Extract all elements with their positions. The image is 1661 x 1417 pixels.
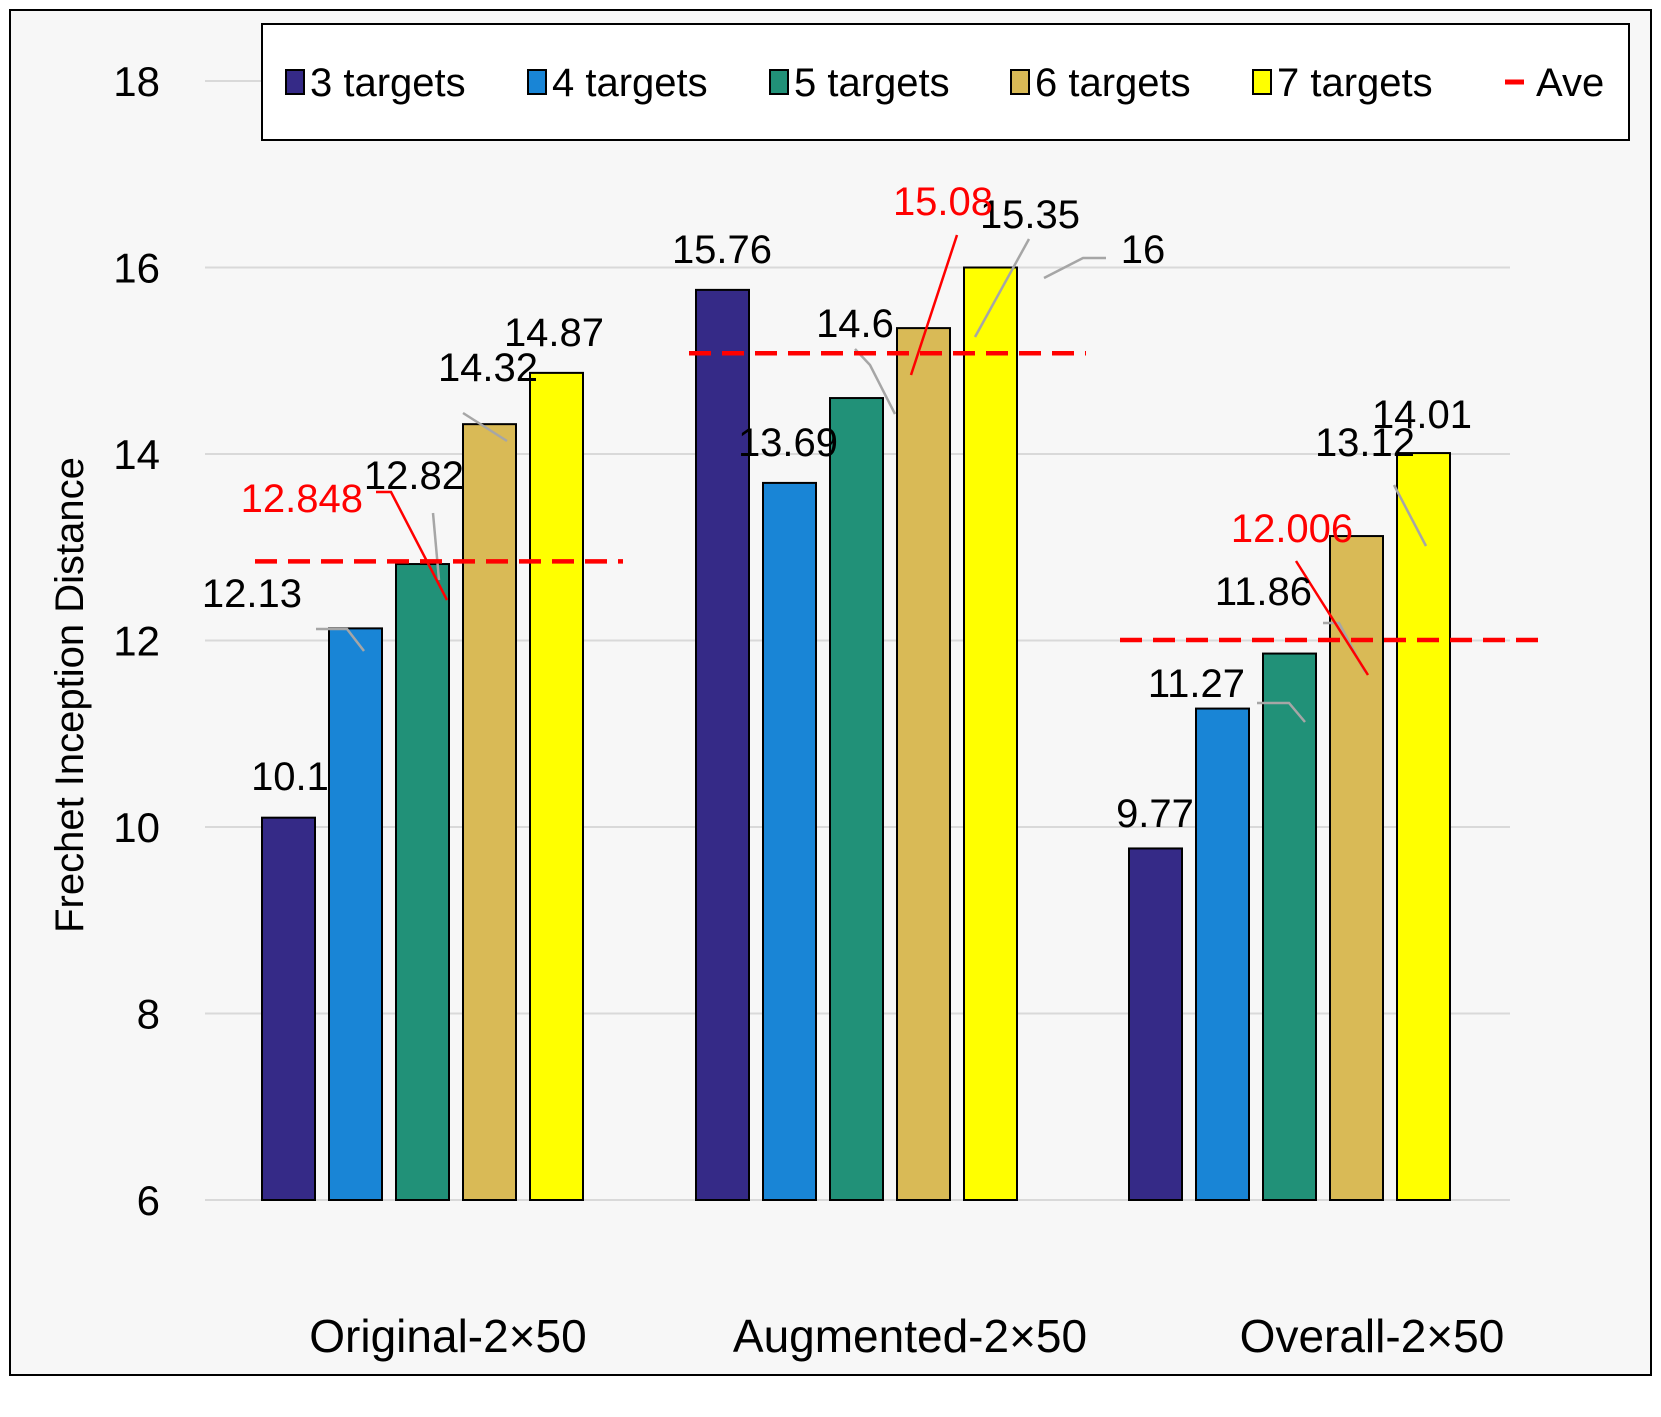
bar-3-targets-augmented-2-50 bbox=[695, 288, 750, 1201]
bar-7-targets-original-2-50 bbox=[529, 371, 584, 1201]
average-pointer-overall-2-50 bbox=[1294, 560, 1370, 676]
bar-6-targets-augmented-2-50 bbox=[896, 327, 951, 1201]
bar-3-targets-overall-2-50 bbox=[1128, 847, 1183, 1201]
data-label-5-targets-original-2-50: 12.82 bbox=[364, 454, 464, 498]
data-label-3-targets-overall-2-50: 9.77 bbox=[1116, 792, 1194, 836]
data-label-5-targets-overall-2-50: 11.86 bbox=[1215, 570, 1312, 614]
y-tick-label: 10 bbox=[113, 804, 160, 851]
data-label-6-targets-overall-2-50: 13.12 bbox=[1315, 421, 1415, 465]
legend-swatch-6-targets bbox=[1010, 69, 1030, 95]
y-tick-label: 18 bbox=[113, 58, 160, 105]
legend-box bbox=[261, 23, 1630, 141]
bar-7-targets-overall-2-50 bbox=[1396, 452, 1451, 1201]
leader-line-5-targets-original-2-50 bbox=[431, 512, 441, 581]
leader-line-6-targets-original-2-50 bbox=[462, 411, 508, 443]
bar-3-targets-original-2-50 bbox=[261, 816, 316, 1201]
bar-4-targets-overall-2-50 bbox=[1195, 707, 1250, 1201]
data-label-7-targets-original-2-50: 14.87 bbox=[504, 311, 604, 355]
legend-label-ave: Ave bbox=[1536, 61, 1604, 105]
legend-label-4-targets: 4 targets bbox=[552, 61, 708, 105]
data-label-7-targets-overall-2-50: 14.01 bbox=[1372, 393, 1472, 437]
data-label-4-targets-augmented-2-50: 13.69 bbox=[738, 421, 838, 465]
average-lines bbox=[255, 234, 1544, 676]
leader-line-6-targets-augmented-2-50 bbox=[973, 238, 1031, 338]
y-tick-label: 12 bbox=[113, 618, 160, 665]
average-label-original-2-50: 12.848 bbox=[241, 477, 363, 521]
data-label-5-targets-augmented-2-50: 14.6 bbox=[816, 302, 894, 346]
legend-swatch-3-targets bbox=[285, 69, 305, 95]
average-pointer-original-2-50 bbox=[376, 490, 449, 601]
average-label-overall-2-50: 12.006 bbox=[1231, 507, 1353, 551]
y-tick-label: 8 bbox=[137, 991, 160, 1038]
legend: 3 targets 4 targets 5 targets 6 targets 7 ta… bbox=[261, 23, 1630, 141]
average-label-augmented-2-50: 15.08 bbox=[893, 180, 993, 224]
bar-5-targets-augmented-2-50 bbox=[829, 397, 884, 1201]
leader-line-4-targets-original-2-50 bbox=[316, 627, 365, 652]
legend-label-3-targets: 3 targets bbox=[310, 61, 466, 105]
legend-swatch-7-targets bbox=[1252, 69, 1272, 95]
bar-5-targets-overall-2-50 bbox=[1262, 652, 1317, 1201]
bar-5-targets-original-2-50 bbox=[395, 563, 450, 1201]
data-label-3-targets-original-2-50: 10.1 bbox=[251, 755, 329, 799]
x-category-label: Overall-2×50 bbox=[1240, 1310, 1505, 1362]
y-tick-label: 6 bbox=[137, 1177, 160, 1224]
bar-6-targets-overall-2-50 bbox=[1329, 535, 1384, 1201]
x-category-label: Original-2×50 bbox=[309, 1310, 586, 1362]
bar-7-targets-augmented-2-50 bbox=[963, 266, 1018, 1201]
bar-4-targets-original-2-50 bbox=[328, 627, 383, 1201]
y-tick-label: 14 bbox=[113, 431, 160, 478]
leader-line-4-targets-overall-2-50 bbox=[1257, 701, 1306, 723]
data-label-4-targets-overall-2-50: 11.27 bbox=[1148, 662, 1245, 706]
y-axis-ticks: 6 8 10 12 14 16 18 bbox=[113, 58, 160, 1224]
data-label-4-targets-original-2-50: 12.13 bbox=[202, 572, 302, 616]
data-label-6-targets-original-2-50: 14.32 bbox=[438, 346, 538, 390]
y-axis-label: Frechet Inception Distance bbox=[48, 457, 92, 933]
y-tick-label: 16 bbox=[113, 245, 160, 292]
data-label-7-targets-augmented-2-50: 16 bbox=[1121, 228, 1166, 272]
leader-line-6-targets-overall-2-50 bbox=[1392, 484, 1428, 547]
bars bbox=[261, 266, 1451, 1202]
legend-label-5-targets: 5 targets bbox=[794, 61, 950, 105]
bar-4-targets-augmented-2-50 bbox=[762, 481, 817, 1202]
average-pointer-augmented-2-50 bbox=[909, 234, 959, 376]
data-label-6-targets-augmented-2-50: 15.35 bbox=[980, 193, 1080, 237]
legend-label-6-targets: 6 targets bbox=[1035, 61, 1191, 105]
x-axis-categories: Original-2×50 Augmented-2×50 Overall-2×50 bbox=[309, 1310, 1504, 1362]
legend-label-7-targets: 7 targets bbox=[1277, 61, 1433, 105]
legend-swatch-5-targets bbox=[769, 69, 789, 95]
leader-line-7-targets-augmented-2-50 bbox=[1043, 256, 1106, 280]
bar-6-targets-original-2-50 bbox=[462, 423, 517, 1202]
legend-swatch-4-targets bbox=[527, 69, 547, 95]
data-label-3-targets-augmented-2-50: 15.76 bbox=[672, 228, 772, 272]
x-category-label: Augmented-2×50 bbox=[733, 1310, 1087, 1362]
